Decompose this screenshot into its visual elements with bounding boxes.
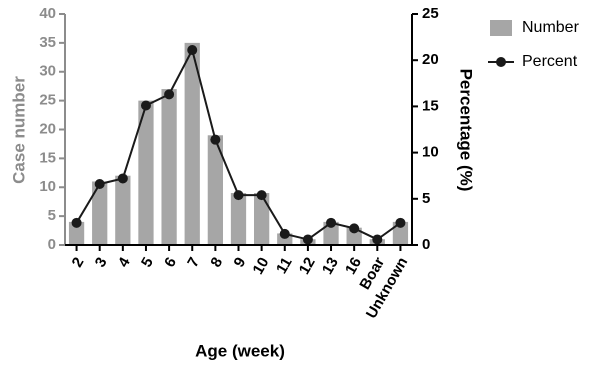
bar: [68, 221, 85, 245]
point: [140, 100, 151, 111]
y-tick-label: 10: [39, 178, 56, 195]
legend-label: Number: [522, 19, 580, 36]
x-tick-label: 12: [296, 254, 319, 277]
bar: [115, 175, 131, 245]
point: [326, 217, 337, 228]
bar: [207, 135, 224, 245]
y-tick-label: 0: [48, 236, 56, 253]
bar: [323, 221, 339, 245]
bar: [392, 221, 409, 245]
y-tick-label: 20: [39, 120, 56, 137]
x-tick-label: 16: [342, 254, 365, 277]
y2-tick-label: 10: [422, 144, 439, 161]
point: [71, 217, 82, 228]
x-axis-title: Age (week): [195, 341, 285, 360]
x-tick-label: 3: [92, 254, 111, 270]
point: [187, 45, 198, 56]
point: [302, 234, 313, 245]
x-tick-label: 9: [231, 254, 250, 270]
y-tick-label: 15: [39, 149, 56, 166]
legend-swatch: [496, 57, 506, 67]
point: [349, 223, 360, 234]
point: [210, 134, 221, 145]
point: [395, 217, 406, 228]
y2-tick-label: 5: [422, 190, 430, 207]
bar: [230, 193, 247, 245]
x-tick-label: 2: [69, 254, 88, 270]
x-tick-label: 11: [273, 254, 296, 276]
y2-tick-label: 25: [422, 5, 439, 22]
y2-tick-label: 20: [422, 51, 439, 68]
point: [372, 234, 383, 245]
y-tick-label: 40: [39, 5, 56, 22]
y-tick-label: 5: [48, 207, 56, 224]
bar: [138, 100, 154, 245]
y2-axis-title: Percentage (%): [457, 69, 476, 192]
bar: [346, 227, 362, 245]
y2-tick-label: 15: [422, 97, 439, 114]
x-tick-label: 6: [161, 254, 180, 270]
point: [256, 190, 267, 201]
y2-tick-label: 0: [422, 236, 430, 253]
y-tick-label: 30: [39, 63, 56, 80]
point: [279, 228, 290, 239]
x-tick-label: 8: [207, 254, 226, 270]
bar: [161, 89, 177, 245]
y-tick-label: 35: [39, 34, 56, 51]
x-tick-label: 7: [184, 254, 203, 270]
bar: [184, 42, 200, 245]
y-axis-title: Case number: [9, 76, 28, 184]
x-tick-label: 13: [319, 254, 342, 277]
bar: [92, 181, 108, 245]
x-tick-label: 5: [138, 254, 157, 270]
point: [164, 89, 175, 100]
bar: [277, 233, 293, 245]
point: [233, 190, 244, 201]
x-tick-label: 4: [115, 254, 134, 270]
point: [117, 173, 128, 184]
bar: [253, 193, 270, 245]
x-tick-label: 10: [249, 254, 272, 277]
y-tick-label: 25: [39, 92, 56, 109]
legend-swatch: [490, 20, 512, 36]
legend-label: Percent: [522, 53, 578, 70]
point: [94, 179, 105, 190]
